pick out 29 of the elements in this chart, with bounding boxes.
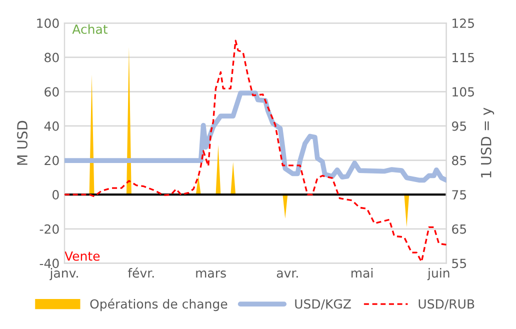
x-tick-label: févr. [128, 268, 154, 278]
legend-label: USD/RUB [418, 299, 474, 310]
legend-label: USD/KGZ [295, 299, 351, 310]
x-tick-label: mars [196, 270, 226, 278]
x-tick-label: juin [427, 268, 450, 280]
y-tick-label: -40 [40, 258, 59, 268]
y2-tick-label: 95 [452, 121, 466, 131]
y-axis-title: M USD [17, 120, 28, 165]
y-tick-label: 60 [44, 87, 59, 97]
y2-tick-label: 105 [452, 87, 474, 97]
y-tick-label: 100 [37, 18, 59, 28]
y2-tick-label: 65 [452, 224, 466, 234]
y2-tick-label: 75 [452, 190, 466, 200]
y2-tick-label: 115 [452, 52, 474, 62]
y2-tick-label: 125 [452, 18, 474, 28]
y-tick-label: 40 [44, 121, 59, 131]
x-tick-label: janv. [50, 268, 78, 280]
y-tick-label: -20 [40, 224, 59, 234]
legend-label: Opérations de change [90, 298, 228, 312]
x-tick-label: mai [352, 268, 373, 278]
y-tick-label: 0 [52, 190, 59, 200]
y-tick-label: 80 [44, 52, 59, 62]
y2-tick-label: 85 [452, 156, 466, 166]
x-tick-label: avr. [276, 270, 298, 278]
annotation: Vente [64, 251, 100, 261]
y2-tick-label: 55 [452, 258, 466, 268]
y-tick-label: 20 [44, 156, 59, 166]
y2-axis-title: 1 USD = y [480, 108, 494, 178]
annotation: Achat [72, 24, 108, 34]
